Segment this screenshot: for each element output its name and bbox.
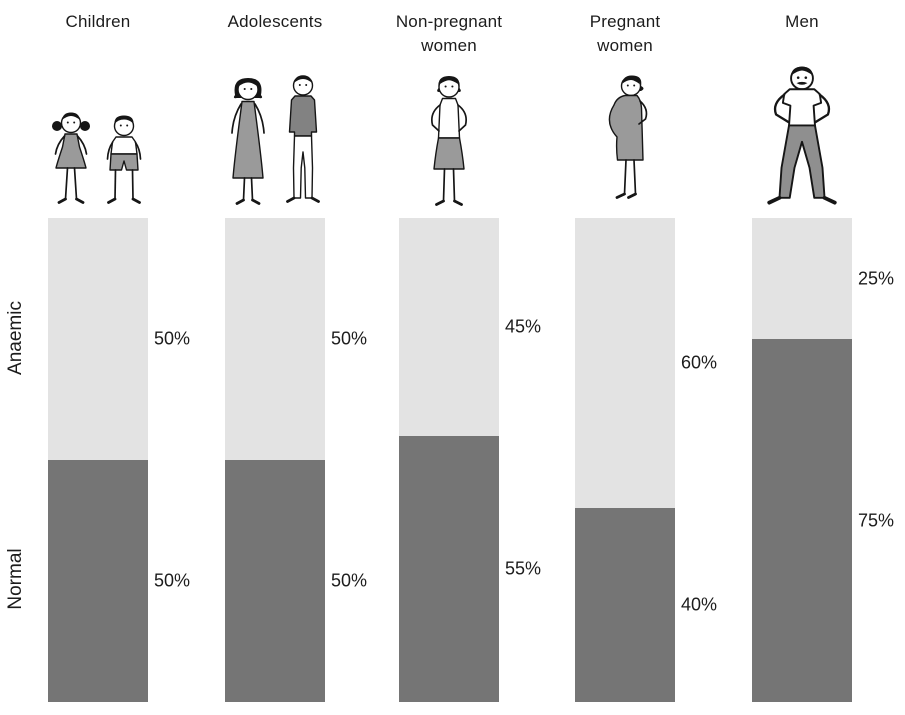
pregnant-woman-icon [608,75,648,199]
bar-segment-anaemic: 50% [225,218,367,460]
category-title-line1: Non-pregnant [395,12,503,31]
category-title-line1: Men [785,12,819,31]
bar-segment-normal: 50% [225,460,367,702]
bar-segment-anaemic: 60% [575,218,717,509]
bar-segment-normal: 55% [399,435,541,702]
anaemic-pct-label: 25% [858,268,895,288]
category-title-line1: Children [65,12,131,31]
category-title: Pregnant women [535,10,715,58]
girl-child-icon [52,112,90,204]
column-non-pregnant-women: Non-pregnant women 45% [396,0,541,715]
bar-children: 50% 50% [48,218,190,702]
category-title-line2: women [597,36,653,55]
category-title: Adolescents [185,10,365,34]
bar-segment-normal: 50% [48,460,190,702]
category-title-line1: Pregnant [589,12,661,31]
adolescent-boy-icon [286,75,320,203]
column-men: Men 25% 75% [752,0,894,715]
bar-segment-anaemic: 45% [399,218,541,436]
bar-pregnant-women: 60% 40% [575,218,717,702]
bar-segment-anaemic: 50% [48,218,190,460]
man-icon [767,66,837,205]
pregnant-woman-figure [598,72,652,206]
normal-pct-label: 55% [505,558,542,579]
anaemic-pct-label: 45% [505,316,542,337]
adolescents-figures [224,72,326,206]
y-axis-label-anaemic: Anaemic [5,301,26,375]
normal-pct-label: 50% [154,570,191,591]
boy-child-icon [106,115,142,204]
normal-pct-label: 50% [331,570,368,591]
category-title: Non-pregnant women [359,10,539,58]
column-adolescents: Adolescents [224,0,367,715]
non-pregnant-woman-icon [430,76,468,206]
non-pregnant-woman-figure [419,72,479,206]
bar-segment-anaemic: 25% [752,218,894,339]
normal-pct-label: 40% [681,594,718,615]
bar-segment-normal: 40% [575,508,717,702]
bar-segment-normal: 75% [752,339,894,702]
man-figure [761,64,843,206]
y-axis-label-normal: Normal [5,548,26,610]
bar-non-pregnant-women: 45% 55% [399,218,541,702]
column-children: Children [48,0,190,715]
category-title-line1: Adolescents [227,12,323,31]
children-figures [49,109,147,206]
category-title: Children [8,10,188,34]
column-pregnant-women: Pregnant women 60% 40% [575,0,717,715]
anaemic-pct-label: 60% [681,352,718,373]
bar-men: 25% 75% [752,218,894,702]
category-title: Men [712,10,892,34]
anaemic-pct-label: 50% [154,328,191,349]
normal-pct-label: 75% [858,510,895,530]
category-title-line2: women [421,36,477,55]
bar-adolescents: 50% 50% [225,218,367,702]
anaemic-pct-label: 50% [331,328,368,349]
adolescent-girl-icon [231,78,265,205]
